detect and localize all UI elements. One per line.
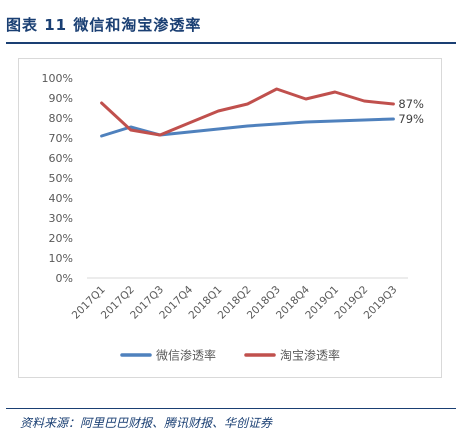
- series-end-label-1: 79%: [398, 112, 424, 126]
- y-tick-label: 100%: [42, 72, 73, 85]
- y-tick-label: 10%: [49, 252, 73, 265]
- y-tick-label: 50%: [49, 172, 73, 185]
- y-tick-label: 70%: [49, 132, 73, 145]
- chart-frame: [18, 58, 442, 378]
- y-tick-label: 40%: [49, 192, 73, 205]
- y-tick-label: 30%: [49, 212, 73, 225]
- series-end-label-2: 87%: [398, 97, 424, 111]
- y-tick-label: 0%: [56, 272, 73, 285]
- source-note: 资料来源：阿里巴巴财报、腾讯财报、华创证券: [20, 416, 273, 430]
- y-tick-label: 20%: [49, 232, 73, 245]
- figure-title: 图表 11 微信和淘宝渗透率: [6, 16, 202, 34]
- y-tick-label: 90%: [49, 92, 73, 105]
- title-rule: [6, 42, 456, 44]
- y-tick-label: 60%: [49, 152, 73, 165]
- series-line-2: [100, 87, 395, 137]
- source-rule: [6, 408, 456, 409]
- y-tick-label: 80%: [49, 112, 73, 125]
- legend-label-2: 淘宝渗透率: [280, 348, 340, 363]
- legend-label-1: 微信渗透率: [156, 348, 216, 363]
